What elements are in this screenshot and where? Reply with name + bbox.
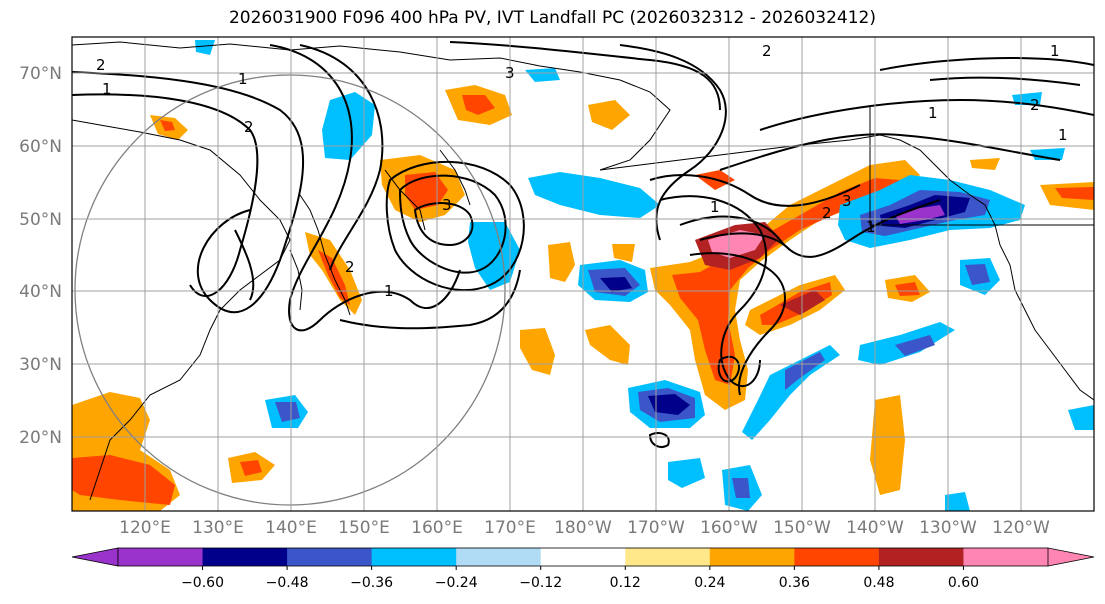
colorbar-frame (117, 547, 1049, 567)
colorbar-tick-label: 0.12 (610, 575, 641, 591)
lon-label: 160°W (700, 518, 758, 538)
colorbar-swatch (963, 548, 1049, 566)
lon-label: 160°E (411, 518, 463, 538)
lat-label: 40°N (19, 282, 62, 302)
lon-label: 170°E (484, 518, 536, 538)
colorbar-tick-labels: −0.60 −0.48 −0.36 −0.24 −0.12 0.12 0.24 0.36 0.4… (181, 566, 979, 591)
colorbar-swatch (287, 548, 373, 566)
colorbar-swatch (456, 548, 542, 566)
colorbar-tick-label: −0.60 (181, 575, 224, 591)
colorbar-swatch (625, 548, 711, 566)
contour-label: 1 (1058, 126, 1068, 144)
gridlines (72, 37, 1094, 511)
colorbar-tick-label: 0.60 (948, 575, 979, 591)
lat-label: 20°N (19, 428, 62, 448)
colorbar-extend-min (71, 547, 119, 567)
contour-label: 2 (762, 42, 772, 60)
colorbar-swatch (709, 548, 795, 566)
lat-label: 70°N (19, 64, 62, 84)
contour-label: 2 (345, 258, 355, 276)
colorbar-tick-label: −0.12 (519, 575, 562, 591)
map-frame (71, 36, 1095, 512)
colorbar-extend-max (1047, 547, 1095, 567)
lat-label: 60°N (19, 137, 62, 157)
contour-label: 1 (866, 218, 876, 236)
contour-label: 3 (442, 196, 452, 214)
lon-label: 120°E (119, 518, 171, 538)
colorbar-tick-label: −0.48 (266, 575, 309, 591)
colorbar-swatch (878, 548, 964, 566)
colorbar-tick-label: 0.48 (863, 575, 894, 591)
lon-label: 130°E (192, 518, 244, 538)
contour-label: 1 (710, 198, 720, 216)
lon-label: 120°W (992, 518, 1050, 538)
lon-label: 140°E (265, 518, 317, 538)
contour-labels: 2 1 2 3 2 1 1 3 1 2 1 3 1 2 1 1 2 (96, 42, 1068, 300)
map-title: 2026031900 F096 400 hPa PV, IVT Landfall… (228, 8, 876, 28)
colorbar-swatch (118, 548, 204, 566)
contour-label: 2 (96, 56, 106, 74)
colorbar-swatch (540, 548, 626, 566)
contour-label: 3 (505, 64, 515, 82)
contour-label: 3 (842, 192, 852, 210)
colorbar-tick-label: −0.36 (350, 575, 393, 591)
contour-label: 1 (384, 282, 394, 300)
colorbar (71, 547, 1095, 567)
lon-label: 150°W (773, 518, 831, 538)
lat-label: 30°N (19, 355, 62, 375)
colorbar-tick-label: −0.24 (435, 575, 478, 591)
distance-ring (74, 74, 506, 506)
colorbar-swatch (371, 548, 457, 566)
lon-label: 150°E (338, 518, 390, 538)
contour-label: 2 (822, 204, 832, 222)
pv-contours (72, 41, 1094, 448)
colorbar-tick-label: 0.24 (694, 575, 725, 591)
colorbar-swatch (794, 548, 880, 566)
lat-label: 50°N (19, 210, 62, 230)
contour-label: 1 (238, 70, 248, 88)
latitude-labels: 70°N 60°N 50°N 40°N 30°N 20°N (19, 64, 62, 448)
contour-label: 2 (1030, 96, 1040, 114)
colorbar-tick-label: 0.36 (779, 575, 810, 591)
lon-label: 130°W (919, 518, 977, 538)
colorbar-swatch (202, 548, 288, 566)
contour-label: 1 (1050, 42, 1060, 60)
lon-label: 180°W (554, 518, 612, 538)
contour-label: 2 (244, 118, 254, 136)
lon-label: 140°W (846, 518, 904, 538)
contour-label: 1 (102, 80, 112, 98)
contour-label: 1 (928, 104, 938, 122)
longitude-labels: 120°E 130°E 140°E 150°E 160°E 170°E 180°… (119, 518, 1050, 538)
lon-label: 170°W (627, 518, 685, 538)
coastlines (72, 41, 1094, 501)
